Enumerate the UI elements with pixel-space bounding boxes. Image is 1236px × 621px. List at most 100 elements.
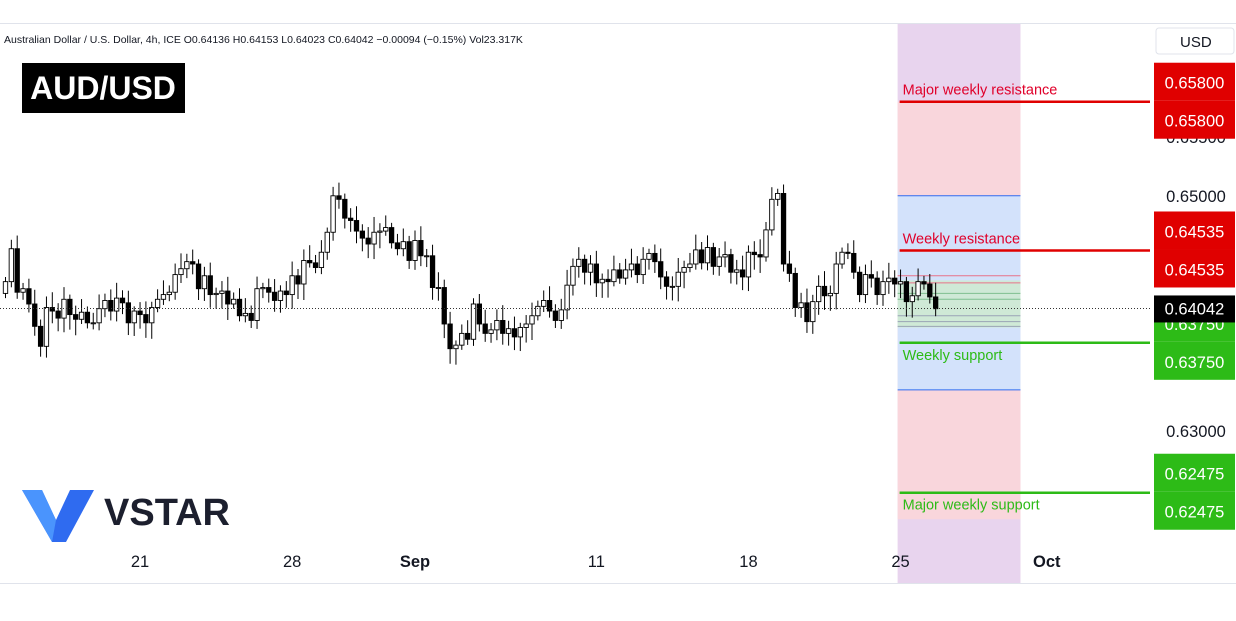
candle-body [523, 323, 529, 328]
price-label-top: 0.65800 [1165, 75, 1225, 93]
candle-body [827, 292, 834, 297]
candle-body [254, 288, 260, 321]
candle-body [874, 277, 880, 296]
candle-body [751, 251, 757, 256]
candle-body [804, 302, 810, 323]
candle-body [634, 263, 640, 276]
candle-body [125, 302, 132, 324]
candle-body [184, 261, 190, 270]
candle-body [640, 258, 646, 276]
price-tick-label: 0.65000 [1166, 188, 1226, 206]
price-label-box-top [1154, 62, 1235, 101]
candle-body [324, 231, 330, 253]
candle-body [312, 262, 319, 268]
price-label-box-top [1154, 453, 1235, 492]
candle-body [2, 281, 9, 294]
candle-body [745, 251, 752, 278]
candle-body [903, 281, 910, 303]
candle-body [798, 302, 804, 308]
candle-body [84, 311, 91, 324]
candle-body [453, 344, 459, 350]
candle-body [43, 307, 50, 347]
candle-body [342, 198, 348, 219]
candle-body [734, 269, 740, 273]
candle-body [915, 281, 921, 297]
candle-body [289, 275, 295, 296]
price-axis: 0.655000.650000.630000.658000.658000.645… [1154, 62, 1235, 530]
price-label-box-bottom [1154, 491, 1235, 530]
brand-logo: VSTAR [22, 486, 262, 546]
candle-body [622, 269, 629, 279]
candle-body [348, 217, 354, 221]
symbol-badge-text: AUD/USD [30, 70, 176, 106]
candle-body [119, 297, 126, 304]
price-label-box-bottom [1154, 249, 1235, 288]
candle-body [424, 255, 430, 258]
candle-body [681, 267, 687, 273]
time-tick-label: 18 [739, 553, 757, 571]
candle-body [862, 274, 869, 296]
candle-body [400, 241, 406, 250]
candle-body [488, 329, 494, 334]
candle-body [763, 229, 769, 258]
candle-body [546, 300, 553, 312]
candle-body [535, 305, 541, 317]
candle-body [582, 258, 588, 273]
candle-body [336, 195, 342, 200]
price-tick-label: 0.63000 [1166, 423, 1226, 441]
candle-body [137, 310, 143, 316]
price-label-bottom: 0.65800 [1165, 113, 1225, 131]
candle-body [687, 263, 693, 268]
symbol-badge [22, 63, 185, 113]
candle-body [330, 195, 336, 233]
candle-body [769, 198, 775, 231]
time-tick-label: Sep [400, 553, 430, 571]
candle-body [388, 227, 395, 244]
candle-body [500, 320, 506, 334]
candle-body [365, 237, 371, 245]
candle-body [511, 328, 518, 338]
candle-body [225, 290, 231, 305]
candle-body [658, 261, 664, 278]
candle-body [78, 311, 85, 320]
candle-body [628, 263, 635, 271]
candle-body [880, 281, 886, 296]
candle-body [213, 292, 219, 296]
candle-body [359, 230, 365, 239]
candle-body [856, 271, 863, 296]
candle-body [909, 295, 915, 303]
candle-body [67, 298, 73, 316]
candle-body [558, 309, 564, 321]
candle-body [605, 278, 611, 283]
price-label-top: 0.64535 [1165, 223, 1225, 241]
candle-body [143, 314, 149, 324]
legend-line: Australian Dollar / U.S. Dollar, 4h, ICE… [4, 34, 523, 46]
candle-body [219, 290, 225, 294]
candle-body [429, 255, 436, 288]
candle-body [248, 312, 254, 321]
currency-box[interactable] [1155, 27, 1235, 55]
candle-body [611, 269, 617, 283]
candle-body [517, 327, 523, 338]
candle-body [541, 300, 547, 307]
candle-body [780, 192, 787, 265]
candle-body [266, 287, 272, 293]
candle-body [201, 275, 208, 290]
candle-body [921, 281, 927, 285]
candle-body [646, 252, 652, 260]
price-label-box-bottom [1154, 341, 1235, 380]
candle-body [154, 298, 161, 308]
candle-body [8, 248, 14, 283]
candle-body [55, 310, 61, 319]
candle-body [32, 303, 38, 327]
candle-body [593, 263, 600, 284]
candle-body [102, 300, 108, 310]
candle-body [26, 288, 32, 305]
candle-body [236, 298, 243, 317]
time-tick-label: 21 [131, 553, 149, 571]
candle-body [160, 294, 167, 300]
level-name-0: Major weekly resistance [903, 83, 1058, 99]
current-price-label: 0.64042 [1165, 300, 1225, 318]
candle-body [260, 287, 266, 290]
